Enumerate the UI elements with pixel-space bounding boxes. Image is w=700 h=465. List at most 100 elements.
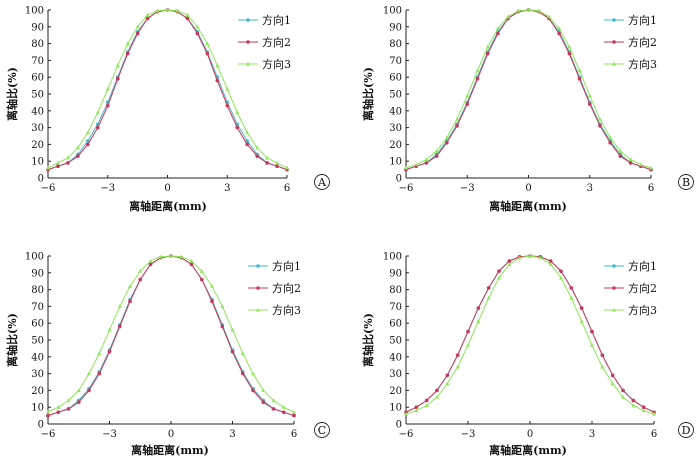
x-tick-label: −3 — [100, 183, 115, 194]
data-point — [56, 405, 61, 409]
y-tick-label: 50 — [31, 90, 44, 101]
legend-label: 方向3 — [628, 303, 657, 317]
data-point — [205, 51, 210, 56]
y-tick-label: 40 — [31, 106, 44, 117]
data-point — [275, 160, 280, 165]
data-point — [475, 77, 480, 81]
legend-marker — [246, 40, 250, 44]
legend-label: 方向1 — [272, 259, 301, 273]
data-point — [486, 286, 491, 290]
data-point — [495, 26, 500, 31]
data-point — [158, 254, 163, 259]
data-point — [559, 275, 563, 280]
data-point — [516, 8, 521, 13]
data-point — [87, 371, 91, 376]
series-3 — [404, 253, 656, 416]
x-tick-label: −3 — [102, 429, 117, 440]
data-point — [281, 405, 286, 409]
y-tick-label: 80 — [31, 39, 44, 50]
data-point — [76, 388, 81, 392]
data-point — [225, 103, 230, 108]
data-point — [597, 117, 602, 121]
data-point — [107, 327, 112, 332]
y-tick-label: 90 — [389, 268, 402, 279]
data-point — [608, 140, 612, 145]
data-point — [56, 410, 61, 415]
data-point — [538, 255, 543, 260]
series-1 — [46, 8, 289, 172]
data-point — [189, 262, 194, 267]
data-point — [46, 410, 50, 414]
y-tick-label: 90 — [389, 22, 402, 33]
series-3 — [404, 7, 653, 170]
y-tick-label: 0 — [396, 420, 402, 431]
legend-marker — [246, 18, 250, 22]
legend-marker — [612, 18, 616, 22]
panel-label: D — [678, 422, 694, 438]
data-point — [128, 284, 132, 288]
data-point — [455, 364, 460, 369]
x-tick-label: 0 — [525, 183, 531, 194]
y-tick-label: 30 — [31, 369, 44, 380]
data-point — [598, 124, 602, 128]
data-point — [195, 24, 200, 29]
data-point — [569, 295, 574, 300]
x-tick-label: 0 — [164, 183, 170, 194]
data-point — [199, 268, 204, 273]
data-point — [281, 410, 286, 415]
data-point — [424, 398, 429, 403]
legend-label: 方向3 — [628, 57, 657, 71]
y-tick-label: 0 — [38, 174, 44, 185]
x-tick-label: 3 — [587, 183, 593, 194]
x-tick-label: −6 — [41, 429, 56, 440]
y-tick-label: 100 — [25, 6, 44, 17]
data-point — [55, 160, 60, 165]
x-axis-label: 离轴距离(mm) — [489, 443, 567, 457]
data-point — [275, 164, 279, 169]
data-point — [145, 12, 150, 17]
data-point — [230, 349, 235, 354]
data-point — [569, 286, 574, 290]
y-tick-label: 40 — [389, 106, 402, 117]
data-point — [65, 155, 70, 160]
data-point — [128, 299, 132, 304]
data-point — [125, 41, 130, 46]
y-tick-label: 60 — [389, 319, 402, 330]
legend-marker — [612, 264, 616, 268]
data-point — [455, 124, 459, 128]
series-line — [405, 9, 652, 171]
data-point — [46, 165, 50, 170]
panel-label-circle — [314, 422, 330, 438]
data-point — [195, 31, 200, 36]
data-point — [66, 161, 70, 165]
data-point — [95, 110, 100, 115]
y-tick-label: 50 — [31, 336, 44, 347]
data-point — [628, 157, 633, 162]
legend: 方向1 方向2 方向3 — [238, 13, 291, 71]
y-tick-label: 70 — [389, 56, 402, 67]
data-point — [587, 93, 592, 98]
series-1 — [46, 254, 296, 418]
data-point — [507, 262, 512, 266]
data-point — [115, 77, 120, 81]
data-point — [261, 400, 266, 404]
legend-label: 方向2 — [628, 35, 657, 49]
data-point — [559, 269, 563, 273]
series-line — [47, 255, 295, 417]
data-point — [587, 102, 592, 106]
legend: 方向1 方向2 方向3 — [248, 259, 301, 317]
data-point — [404, 411, 408, 416]
data-point — [414, 405, 419, 410]
data-point — [175, 8, 180, 13]
data-point — [189, 258, 194, 263]
data-point — [600, 353, 605, 357]
data-point — [235, 125, 240, 130]
data-point — [641, 405, 646, 410]
data-point — [105, 86, 110, 91]
data-point — [641, 408, 646, 413]
series-line — [47, 255, 295, 417]
data-point — [165, 7, 170, 12]
data-point — [265, 161, 269, 165]
y-tick-label: 60 — [31, 73, 44, 84]
panel-label-text: C — [318, 424, 326, 437]
